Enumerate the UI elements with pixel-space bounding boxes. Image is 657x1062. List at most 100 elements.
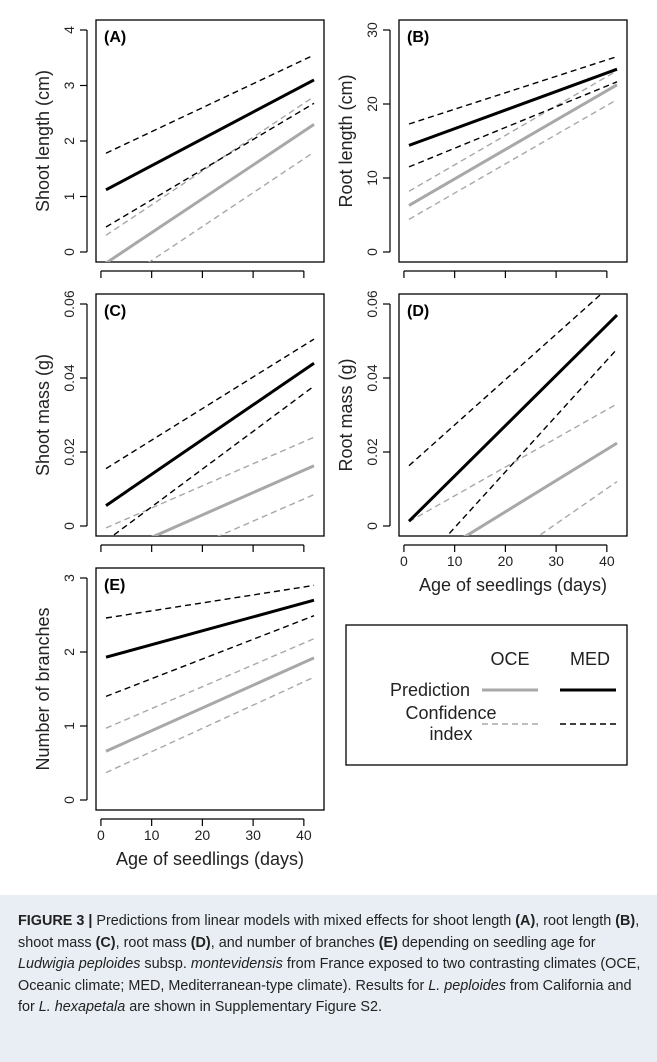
- y-axis-title: Shoot length (cm): [33, 70, 53, 212]
- x-axis: 0 10 20 30 40 Age of seedlings (days): [400, 544, 615, 595]
- plot-frame: [398, 293, 628, 537]
- panel-a: 0 1 2 3 4 Shoot length (cm) (A): [33, 19, 325, 278]
- y-axis: 0 1 2 3 4 Shoot length (cm): [33, 26, 88, 256]
- series-lines: [105, 54, 315, 262]
- x-axis-title: Age of seedlings (days): [419, 575, 607, 595]
- x-tick-label: 40: [296, 827, 312, 843]
- y-tick-label: 20: [364, 96, 380, 112]
- med-prediction-line: [408, 67, 618, 147]
- x-tick-label: 40: [599, 553, 615, 569]
- caption-species: L. hexapetala: [38, 999, 126, 1015]
- caption-subspecies: montevidensis: [190, 956, 283, 972]
- y-tick-label: 4: [61, 26, 77, 34]
- panel-label: (B): [407, 29, 429, 46]
- y-tick-label: 2: [61, 648, 77, 656]
- legend-row-prediction: Prediction: [390, 680, 470, 700]
- caption-figure-number: FIGURE 3 |: [18, 913, 93, 929]
- oce-ci-upper-line: [105, 436, 315, 529]
- med-prediction-line: [407, 314, 619, 523]
- y-axis-title: Shoot mass (g): [33, 354, 53, 476]
- med-ci-upper-line: [105, 584, 315, 619]
- caption-ref-b: (B): [615, 913, 636, 929]
- x-axis: [403, 270, 608, 278]
- caption-ref-d: (D): [190, 934, 211, 951]
- med-ci-lower-line: [105, 102, 315, 228]
- caption-text: from California and for: [18, 977, 632, 1016]
- y-tick-label: 30: [364, 22, 380, 38]
- y-tick-label: 1: [61, 192, 77, 200]
- caption-text: depending on seedling age for: [397, 934, 596, 951]
- y-tick-label: 0.04: [61, 364, 77, 391]
- series-lines: [407, 294, 619, 536]
- series-lines: [105, 338, 315, 536]
- x-axis: [100, 544, 305, 552]
- caption-text: from France exposed to two contrasting c…: [18, 956, 641, 994]
- x-tick-label: 20: [195, 827, 211, 843]
- y-tick-label: 1: [61, 722, 77, 730]
- panel-label: (E): [104, 577, 125, 594]
- legend-row-index: index: [429, 724, 472, 744]
- caption-species: Ludwigia peploides: [18, 956, 141, 972]
- med-prediction-line: [105, 78, 315, 192]
- y-axis: 0 10 20 30 Root length (cm): [336, 22, 391, 256]
- y-tick-label: 0: [61, 796, 77, 804]
- plot-frame: [95, 19, 325, 263]
- med-prediction-line: [105, 361, 315, 507]
- y-tick-label: 0.02: [364, 438, 380, 465]
- legend-col-oce: OCE: [490, 649, 529, 669]
- med-ci-lower-line: [408, 81, 618, 168]
- oce-ci-lower-line: [408, 98, 618, 221]
- y-tick-label: 10: [364, 170, 380, 186]
- caption-text: Predictions from linear models with mixe…: [92, 913, 516, 929]
- oce-prediction-line: [408, 83, 618, 207]
- y-axis-title: Root mass (g): [336, 358, 356, 471]
- y-axis-title: Number of branches: [33, 607, 53, 770]
- oce-ci-lower-line: [537, 481, 618, 536]
- legend-box: [345, 624, 628, 766]
- x-tick-label: 0: [400, 553, 408, 569]
- caption-text: , root length: [535, 913, 616, 929]
- y-axis: 0 0.02 0.04 0.06 Shoot mass (g): [33, 290, 88, 530]
- y-axis-title: Root length (cm): [336, 74, 356, 207]
- y-tick-label: 0.04: [364, 364, 380, 391]
- x-tick-label: 0: [97, 827, 105, 843]
- x-tick-label: 20: [498, 553, 514, 569]
- med-ci-lower-line: [105, 615, 315, 698]
- med-ci-upper-line: [408, 55, 618, 125]
- caption-text: are shown in Supplementary Figure S2.: [125, 999, 382, 1015]
- y-axis: 0 0.02 0.04 0.06 Root mass (g): [336, 290, 391, 530]
- oce-prediction-line: [105, 123, 315, 262]
- legend-col-med: MED: [570, 649, 610, 669]
- oce-ci-lower-line: [148, 151, 315, 262]
- y-tick-label: 0.02: [61, 438, 77, 465]
- y-tick-label: 0.06: [364, 290, 380, 317]
- x-axis-title: Age of seedlings (days): [116, 849, 304, 869]
- oce-prediction-line: [463, 441, 618, 536]
- x-tick-label: 30: [548, 553, 564, 569]
- caption-ref-a: (A): [515, 913, 536, 929]
- plot-frame: [398, 19, 628, 263]
- series-lines: [105, 584, 315, 774]
- legend-row-confidence: Confidence: [405, 703, 496, 723]
- plot-frame: [95, 567, 325, 811]
- oce-ci-upper-line: [105, 638, 315, 729]
- x-axis: [100, 270, 305, 278]
- caption-text: subsp.: [140, 956, 191, 972]
- y-tick-label: 2: [61, 137, 77, 145]
- x-axis: 0 10 20 30 40 Age of seedlings (days): [97, 818, 312, 869]
- panel-label: (A): [104, 29, 126, 46]
- panel-e: 0 1 2 3 Number of branches 0 10 20 30 40 Age of se…: [33, 567, 325, 869]
- med-prediction-line: [105, 598, 315, 659]
- panel-label: (C): [104, 303, 126, 320]
- y-tick-label: 0.06: [61, 290, 77, 317]
- oce-ci-lower-line: [105, 676, 315, 774]
- y-tick-label: 0: [364, 522, 380, 530]
- oce-prediction-line: [150, 464, 315, 536]
- x-tick-label: 10: [144, 827, 160, 843]
- plot-frame: [95, 293, 325, 537]
- y-axis: 0 1 2 3 Number of branches: [33, 574, 88, 804]
- y-tick-label: 3: [61, 574, 77, 582]
- med-ci-lower-line: [111, 385, 315, 536]
- x-tick-label: 30: [245, 827, 261, 843]
